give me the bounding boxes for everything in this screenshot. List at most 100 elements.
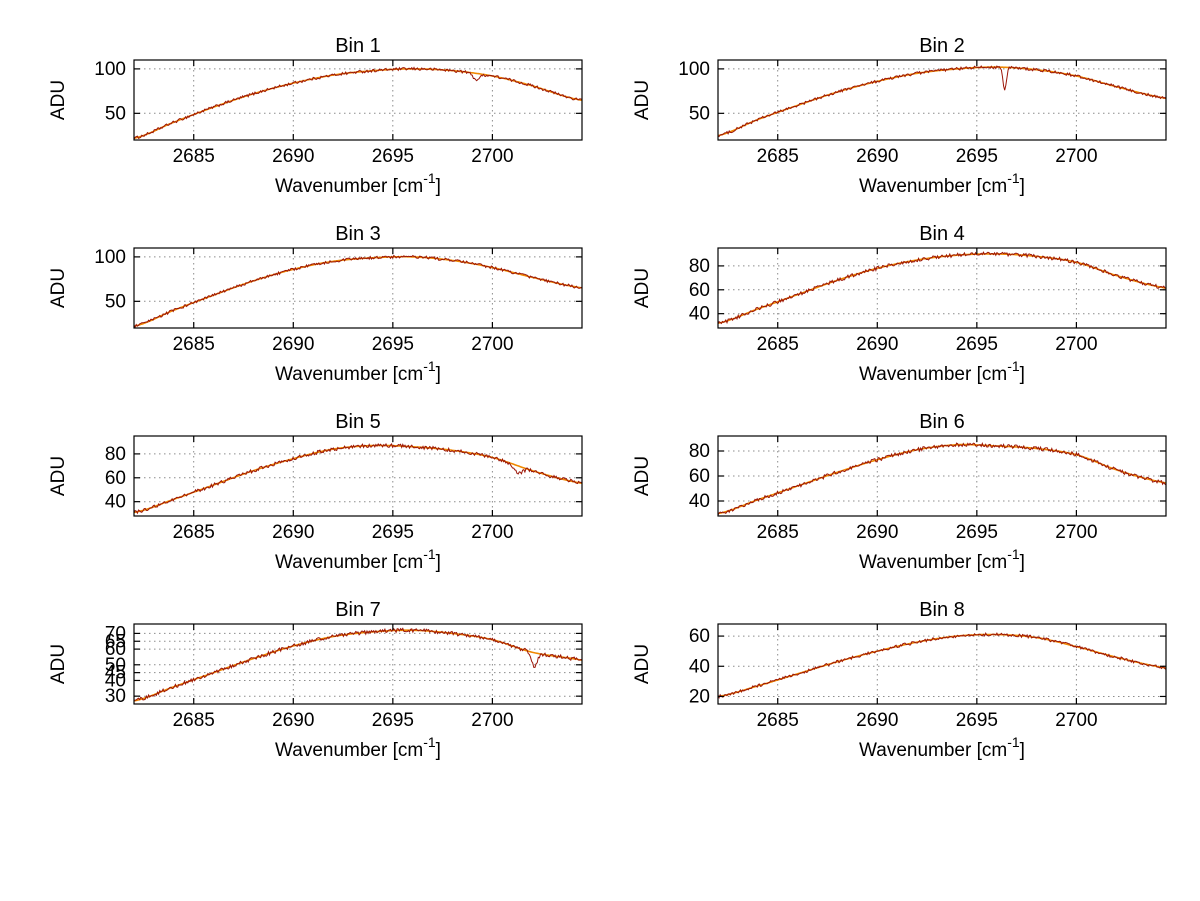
series-smooth — [717, 253, 1167, 324]
y-tick-label: 100 — [94, 247, 126, 268]
y-tick-label: 60 — [105, 639, 126, 660]
x-tick-label: 2685 — [757, 710, 799, 731]
x-tick-label: 2695 — [372, 334, 414, 355]
x-axis-label-superscript: -1 — [1007, 170, 1020, 186]
subplot-title: Bin 2 — [919, 35, 965, 57]
x-axis-label-close: ] — [436, 364, 441, 385]
y-tick-label: 70 — [105, 623, 126, 644]
x-axis-label-text: Wavenumber [cm — [275, 176, 423, 197]
y-axis-label: ADU — [632, 644, 653, 684]
x-tick-label: 2700 — [471, 146, 513, 167]
y-tick-label: 100 — [94, 59, 126, 80]
x-axis-label-superscript: -1 — [1007, 734, 1020, 750]
series-smooth — [133, 444, 583, 514]
x-tick-label: 2690 — [272, 522, 314, 543]
axis-box — [717, 623, 1167, 705]
x-tick-label: 2695 — [372, 710, 414, 731]
x-tick-label: 2700 — [471, 334, 513, 355]
series-noisy — [717, 65, 1167, 138]
y-axis-label: ADU — [632, 268, 653, 308]
series-noisy — [133, 66, 583, 140]
plot-area: 2685 2690 2695 2700 40 60 80 — [689, 247, 1167, 355]
x-tick-label: 2700 — [1055, 334, 1097, 355]
x-axis-label-close: ] — [1020, 176, 1025, 197]
x-tick-label: 2695 — [372, 146, 414, 167]
x-axis-label-superscript: -1 — [423, 170, 436, 186]
plot-area: 2685 2690 2695 2700 20 40 60 — [689, 623, 1167, 731]
x-axis-label: Wavenumber [cm-1] — [859, 358, 1025, 385]
y-tick-label: 60 — [689, 280, 710, 301]
x-tick-label: 2685 — [173, 710, 215, 731]
series-noisy — [717, 631, 1167, 700]
subplot-bin-7: Bin 7 ADU 2685 2690 2695 2700 30404550606570… — [48, 599, 583, 761]
x-tick-label: 2690 — [856, 522, 898, 543]
subplot-bin-5: Bin 5 ADU 2685 2690 2695 2700 40 60 80 Wavenum… — [48, 411, 583, 573]
x-axis-label-superscript: -1 — [1007, 546, 1020, 562]
y-tick-label: 60 — [689, 626, 710, 647]
x-axis-label: Wavenumber [cm-1] — [859, 170, 1025, 197]
x-axis-label-superscript: -1 — [423, 546, 436, 562]
y-tick-label: 40 — [689, 656, 710, 677]
axis-box — [717, 59, 1167, 141]
x-tick-label: 2685 — [173, 334, 215, 355]
y-axis-label: ADU — [48, 268, 69, 308]
x-tick-label: 2700 — [1055, 710, 1097, 731]
series-smooth — [717, 443, 1167, 515]
x-axis-label-close: ] — [1020, 364, 1025, 385]
x-tick-label: 2690 — [272, 334, 314, 355]
plot-area: 2685 2690 2695 2700 40 60 80 — [105, 435, 583, 543]
x-tick-label: 2690 — [856, 710, 898, 731]
x-tick-label: 2690 — [272, 146, 314, 167]
x-axis-label-text: Wavenumber [cm — [275, 364, 423, 385]
series-smooth — [717, 66, 1167, 137]
subplot-bin-4: Bin 4 ADU 2685 2690 2695 2700 40 60 80 Wavenum… — [632, 223, 1167, 385]
y-tick-label: 20 — [689, 686, 710, 707]
subplot-title: Bin 6 — [919, 411, 965, 433]
x-axis-label: Wavenumber [cm-1] — [275, 734, 441, 761]
x-axis-label-text: Wavenumber [cm — [275, 552, 423, 573]
series-smooth — [133, 68, 583, 139]
x-tick-label: 2700 — [471, 522, 513, 543]
x-tick-label: 2685 — [757, 146, 799, 167]
x-axis-label-close: ] — [1020, 552, 1025, 573]
axis-box — [717, 247, 1167, 329]
y-tick-label: 50 — [105, 291, 126, 312]
subplot-title: Bin 5 — [335, 411, 381, 433]
x-axis-label-text: Wavenumber [cm — [859, 740, 1007, 761]
axis-box — [133, 623, 583, 705]
x-tick-label: 2700 — [1055, 146, 1097, 167]
x-axis-label-close: ] — [436, 176, 441, 197]
subplot-bin-2: Bin 2 ADU 2685 2690 2695 2700 50 100 Wavenumb… — [632, 35, 1167, 197]
x-axis-label-text: Wavenumber [cm — [859, 176, 1007, 197]
axis-box — [133, 59, 583, 141]
subplot-bin-1: Bin 1 ADU 2685 2690 2695 2700 50 100 Wavenumb… — [48, 35, 583, 197]
y-axis-label: ADU — [48, 456, 69, 496]
x-tick-label: 2695 — [956, 522, 998, 543]
x-axis-label-close: ] — [436, 740, 441, 761]
x-axis-label-text: Wavenumber [cm — [859, 552, 1007, 573]
x-axis-label: Wavenumber [cm-1] — [275, 546, 441, 573]
x-tick-label: 2690 — [272, 710, 314, 731]
y-tick-label: 80 — [689, 441, 710, 462]
y-tick-label: 50 — [689, 103, 710, 124]
x-tick-label: 2695 — [956, 334, 998, 355]
y-tick-label: 40 — [105, 492, 126, 513]
x-axis-label: Wavenumber [cm-1] — [859, 734, 1025, 761]
plot-area: 2685 2690 2695 2700 50 100 — [678, 59, 1167, 167]
y-axis-label: ADU — [632, 80, 653, 120]
subplot-title: Bin 3 — [335, 223, 381, 245]
subplot-bin-3: Bin 3 ADU 2685 2690 2695 2700 50 100 Wavenumb… — [48, 223, 583, 385]
x-tick-label: 2695 — [956, 146, 998, 167]
x-axis-label: Wavenumber [cm-1] — [859, 546, 1025, 573]
series-noisy — [133, 254, 583, 329]
subplot-bin-6: Bin 6 ADU 2685 2690 2695 2700 40 60 80 Wavenum… — [632, 411, 1167, 573]
y-tick-label: 40 — [105, 670, 126, 691]
y-tick-label: 100 — [678, 59, 710, 80]
axis-box — [133, 435, 583, 517]
series-smooth — [717, 633, 1167, 698]
y-tick-label: 45 — [105, 663, 126, 684]
y-tick-label: 50 — [105, 103, 126, 124]
y-tick-label: 65 — [105, 631, 126, 652]
x-axis-label-superscript: -1 — [423, 358, 436, 374]
x-tick-label: 2695 — [956, 710, 998, 731]
